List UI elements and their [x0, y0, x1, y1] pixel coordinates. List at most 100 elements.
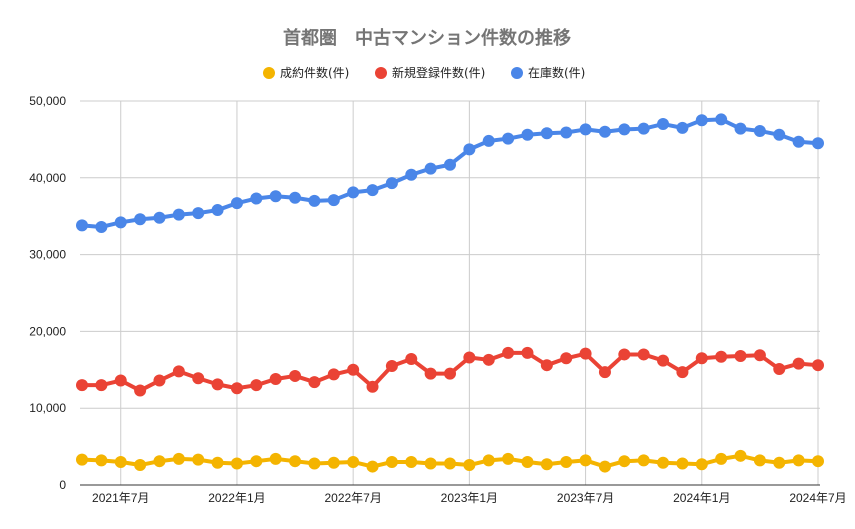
data-point[interactable]	[579, 454, 592, 467]
data-point[interactable]	[308, 457, 321, 470]
data-point[interactable]	[211, 456, 224, 469]
data-point[interactable]	[192, 207, 205, 220]
data-point[interactable]	[172, 452, 185, 465]
data-point[interactable]	[502, 346, 515, 359]
data-point[interactable]	[230, 382, 243, 395]
data-point[interactable]	[114, 374, 127, 387]
data-point[interactable]	[792, 135, 805, 148]
data-point[interactable]	[172, 208, 185, 221]
data-point[interactable]	[618, 348, 631, 361]
data-point[interactable]	[444, 367, 456, 380]
data-point[interactable]	[327, 368, 340, 381]
data-point[interactable]	[482, 134, 495, 147]
data-point[interactable]	[657, 118, 670, 131]
data-point[interactable]	[405, 168, 418, 181]
data-point[interactable]	[289, 455, 302, 468]
data-point[interactable]	[308, 194, 321, 207]
data-point[interactable]	[812, 137, 824, 150]
data-point[interactable]	[695, 458, 708, 471]
data-point[interactable]	[134, 384, 147, 397]
data-point[interactable]	[715, 452, 728, 465]
data-point[interactable]	[192, 372, 205, 385]
data-point[interactable]	[695, 352, 708, 365]
data-point[interactable]	[114, 216, 127, 229]
data-point[interactable]	[598, 125, 611, 138]
data-point[interactable]	[579, 347, 592, 360]
data-point[interactable]	[618, 123, 631, 136]
data-point[interactable]	[463, 459, 476, 472]
data-point[interactable]	[792, 357, 805, 370]
data-point[interactable]	[95, 379, 108, 392]
data-point[interactable]	[502, 132, 515, 145]
data-point[interactable]	[405, 455, 418, 468]
data-point[interactable]	[715, 113, 728, 126]
data-point[interactable]	[289, 369, 302, 382]
data-point[interactable]	[385, 359, 398, 372]
data-point[interactable]	[715, 350, 728, 363]
data-point[interactable]	[637, 348, 650, 361]
data-point[interactable]	[366, 460, 379, 473]
data-point[interactable]	[579, 123, 592, 136]
data-point[interactable]	[637, 454, 650, 467]
data-point[interactable]	[230, 457, 243, 470]
data-point[interactable]	[657, 456, 670, 469]
data-point[interactable]	[347, 186, 360, 199]
data-point[interactable]	[598, 460, 611, 473]
data-point[interactable]	[521, 455, 534, 468]
data-point[interactable]	[773, 128, 786, 141]
data-point[interactable]	[734, 349, 747, 362]
data-point[interactable]	[134, 213, 147, 226]
data-point[interactable]	[695, 114, 708, 127]
data-point[interactable]	[463, 351, 476, 364]
data-point[interactable]	[192, 453, 205, 466]
data-point[interactable]	[269, 452, 282, 465]
data-point[interactable]	[347, 363, 360, 376]
data-point[interactable]	[637, 122, 650, 135]
data-point[interactable]	[153, 455, 166, 468]
data-point[interactable]	[540, 458, 553, 471]
data-point[interactable]	[734, 122, 747, 135]
data-point[interactable]	[753, 454, 766, 467]
data-point[interactable]	[812, 359, 824, 372]
data-point[interactable]	[405, 353, 418, 366]
data-point[interactable]	[172, 365, 185, 378]
data-point[interactable]	[366, 184, 379, 197]
data-point[interactable]	[773, 456, 786, 469]
data-point[interactable]	[76, 453, 88, 466]
data-point[interactable]	[211, 204, 224, 217]
data-point[interactable]	[134, 459, 147, 472]
data-point[interactable]	[385, 455, 398, 468]
data-point[interactable]	[482, 353, 495, 366]
data-point[interactable]	[482, 454, 495, 467]
data-point[interactable]	[598, 366, 611, 379]
data-point[interactable]	[424, 367, 437, 380]
data-point[interactable]	[540, 359, 553, 372]
data-point[interactable]	[444, 457, 456, 470]
data-point[interactable]	[502, 452, 515, 465]
data-point[interactable]	[95, 454, 108, 467]
data-point[interactable]	[753, 349, 766, 362]
data-point[interactable]	[269, 190, 282, 203]
data-point[interactable]	[753, 124, 766, 137]
data-point[interactable]	[385, 177, 398, 190]
data-point[interactable]	[153, 374, 166, 387]
data-point[interactable]	[153, 211, 166, 224]
data-point[interactable]	[230, 197, 243, 210]
data-point[interactable]	[114, 455, 127, 468]
data-point[interactable]	[773, 363, 786, 376]
data-point[interactable]	[250, 192, 263, 205]
data-point[interactable]	[560, 126, 573, 139]
data-point[interactable]	[424, 162, 437, 175]
data-point[interactable]	[308, 376, 321, 389]
data-point[interactable]	[289, 191, 302, 204]
data-point[interactable]	[95, 220, 108, 233]
data-point[interactable]	[521, 128, 534, 141]
data-point[interactable]	[250, 379, 263, 392]
data-point[interactable]	[676, 366, 689, 379]
data-point[interactable]	[540, 127, 553, 140]
data-point[interactable]	[250, 455, 263, 468]
data-point[interactable]	[444, 158, 456, 171]
data-point[interactable]	[76, 219, 88, 232]
data-point[interactable]	[211, 378, 224, 391]
data-point[interactable]	[269, 373, 282, 386]
